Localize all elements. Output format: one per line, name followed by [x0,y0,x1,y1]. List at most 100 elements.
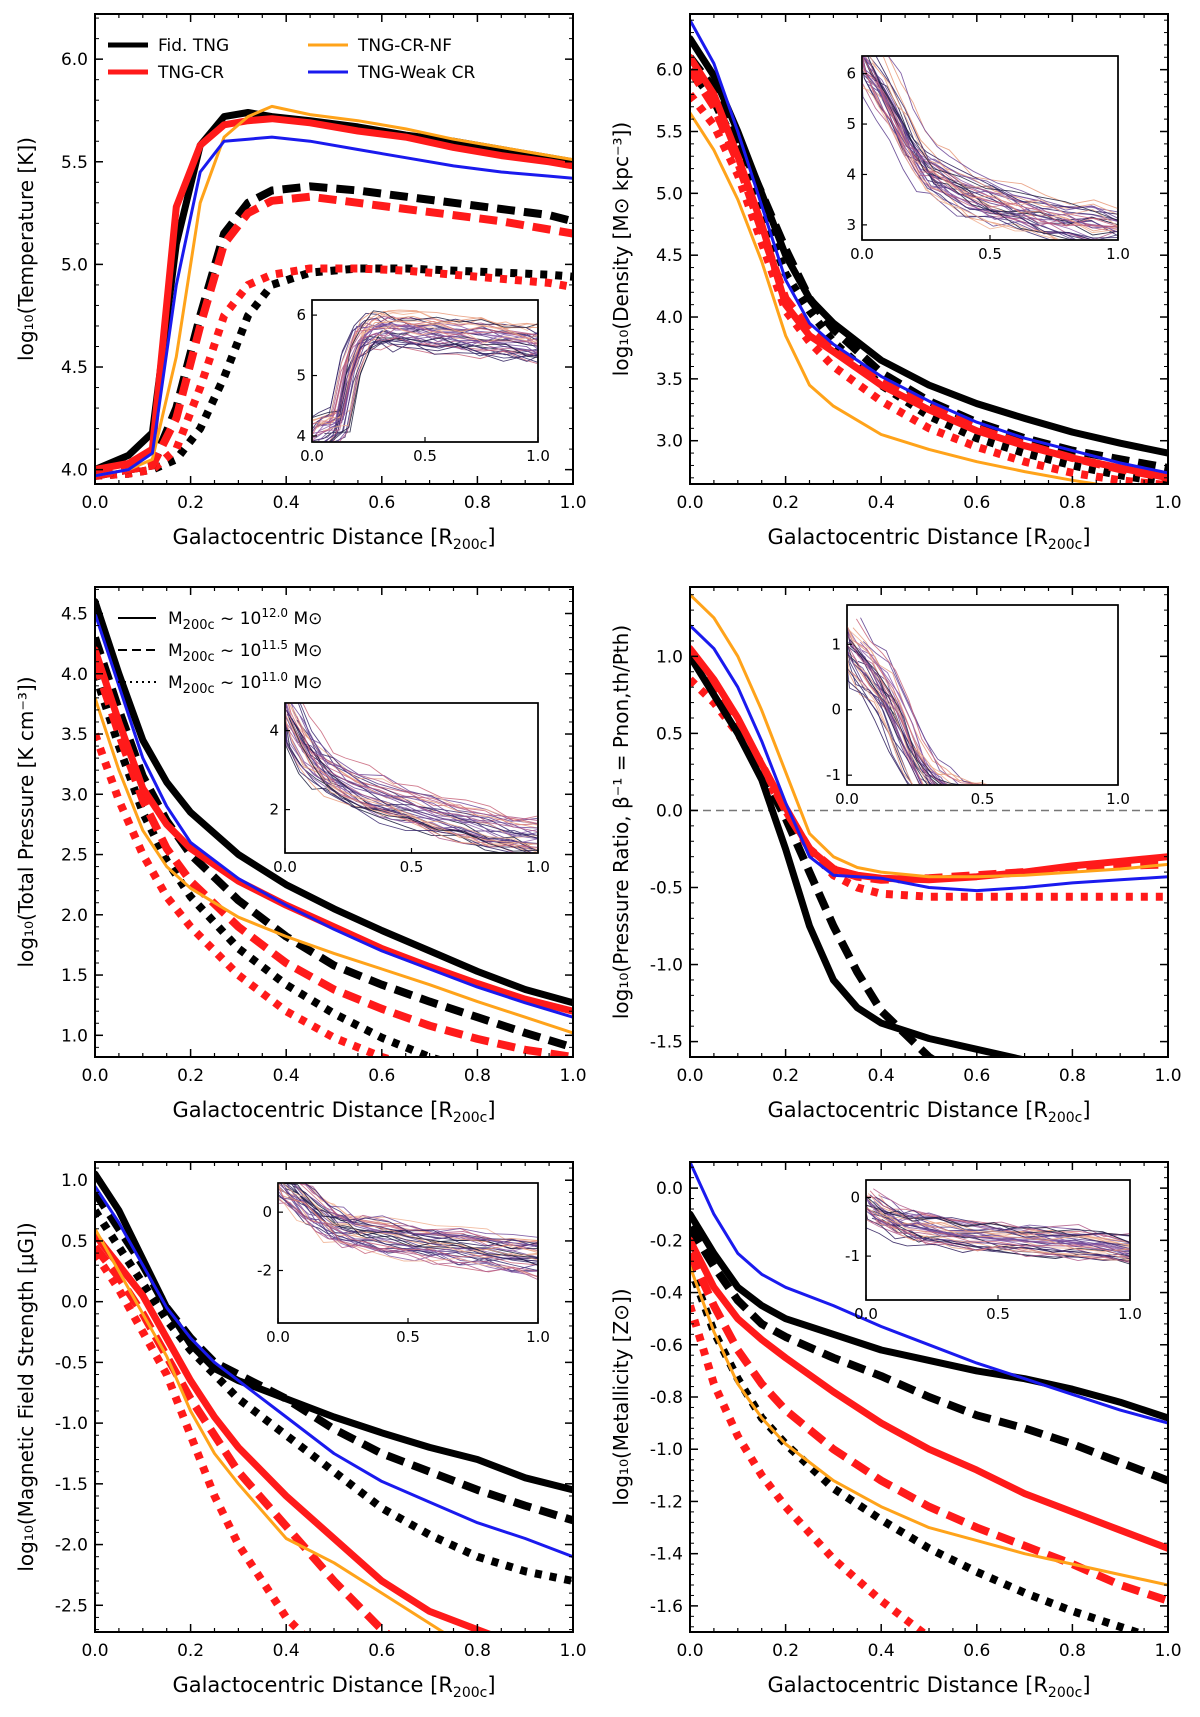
series-line-cr-11_0 [690,676,1168,901]
inset-halo-line [847,643,924,785]
inset-halo-line [278,1183,538,1261]
x-axis-label-main: Galactocentric Distance [R [172,1098,452,1122]
inset-y-tick-label: 0 [262,1203,272,1221]
legend-mass-part: ~ 10 [215,609,262,629]
series-line-fid-11_0 [690,1265,1150,1632]
x-axis-label-end: ] [487,525,495,549]
y-tick-label: 0.0 [656,1179,683,1199]
inset-lines [847,617,991,785]
inset-x-tick-label: 0.5 [413,447,437,465]
inset-pressure: 0.0 0.5 1.0 2 4 [269,702,550,876]
inset-halo-line [292,1183,538,1247]
inset-halo-line [285,723,534,853]
inset-x-tick-label: 0.0 [273,858,297,876]
legend-mass-part: M⊙ [288,673,322,693]
x-tick-label: 0.6 [368,1641,395,1661]
inset-halo-line [299,715,538,840]
inset-halo-line [864,56,1118,223]
inset-x-tick-label: 1.0 [526,447,550,465]
inset-halo-line [278,1202,538,1281]
y-axis-label: log₁₀(Pressure Ratio, β⁻¹ = Pnon,th/Pth) [609,625,633,1019]
inset-halo-line [847,642,940,785]
legend-label-fid: Fid. TNG [158,36,229,56]
x-tick-label: 0.2 [772,493,799,513]
inset-halo-line [849,639,943,785]
x-axis-label-sub: 200c [1048,537,1082,553]
inset-halo-line [288,715,538,851]
x-axis-label-main: Galactocentric Distance [R [172,525,452,549]
inset-x-tick-label: 1.0 [526,858,550,876]
series-line-fid-11_5 [95,182,573,480]
y-tick-label: 4.5 [61,358,88,378]
inset-halo-line [278,1186,538,1266]
series-line-cr-11_0 [690,91,1168,484]
inset-x-tick-label: 0.5 [986,1305,1010,1323]
inset-halo-line [288,703,538,829]
y-tick-label: 6.0 [656,61,683,81]
inset-halo-line [302,703,538,822]
y-tick-label: -1.4 [650,1545,683,1565]
series-line-weak-12_0 [690,1162,1168,1425]
inset-halo-line [285,713,538,845]
y-tick-label: 0.5 [61,1232,88,1252]
y-tick-label: 3.0 [656,432,683,452]
inset-halo-line [312,310,538,418]
inset-y-tick-label: 2 [269,801,279,819]
inset-x-tick-label: 0.0 [266,1328,290,1346]
inset-halo-line [847,657,913,785]
y-tick-label: 2.5 [61,846,88,866]
x-tick-label: 0.8 [1059,493,1086,513]
inset-halo-line [866,1219,1130,1262]
inset-halo-line [866,1204,1130,1253]
panel-pressure_ratio: 0.0 0.2 0.4 0.6 0.8 1.0 -1.5 -1.0 -0.5 0.0 0.5 1.0 G… [609,586,1182,1126]
series-line-fid-12_0 [95,598,573,1007]
inset-halo-line [303,1183,538,1248]
y-tick-label: -0.8 [650,1388,683,1408]
inset-x-tick-label: 0.0 [854,1305,878,1323]
x-tick-label: 0.2 [177,493,204,513]
inset-x-tick-label: 0.5 [400,858,424,876]
inset-x-tick-label: 0.5 [971,790,995,808]
y-tick-label: -1.0 [650,956,683,976]
x-axis-label: Galactocentric Distance [R200c] [172,1098,495,1126]
legend-mass-part: M⊙ [288,641,322,661]
inset-halo-line [860,641,944,785]
series-line-fid-12_0 [95,1170,573,1494]
y-tick-label: 5.5 [61,153,88,173]
inset-lines [278,1183,538,1281]
series-line-cr-11_5 [95,660,573,1057]
series-line-cr-11_0 [95,264,573,480]
y-tick-label: 3.5 [656,370,683,390]
inset-halo-line [284,1183,538,1259]
x-axis-label: Galactocentric Distance [R200c] [172,525,495,553]
legend-mass-label-dash: M200c ~ 1011.5 M⊙ [168,638,322,665]
x-tick-label: 0.6 [368,1066,395,1086]
inset-halo-line [873,1188,1130,1238]
inset-halo-line [278,1183,538,1254]
y-tick-label: -2.0 [55,1536,88,1556]
y-tick-label: 4.5 [656,246,683,266]
inset-halo-line [847,656,914,785]
x-axis-label-main: Galactocentric Distance [R [172,1673,452,1697]
x-tick-label: 0.4 [868,493,895,513]
inset-halo-line [850,671,921,785]
legend-mass-part: M [168,609,183,629]
y-tick-label: 5.0 [61,255,88,275]
x-axis-label: Galactocentric Distance [R200c] [172,1673,495,1701]
inset-halo-line [324,311,538,420]
x-tick-label: 0.8 [1059,1066,1086,1086]
series-line-nf-12_0 [690,111,1107,484]
y-tick-label: -1.5 [55,1475,88,1495]
inset-halo-line [328,337,538,442]
inset-halo-line [862,84,1061,240]
y-tick-label: 5.5 [656,123,683,143]
inset-halo-line [283,1183,538,1264]
y-tick-label: 1.0 [61,1171,88,1191]
y-axis-label: log₁₀(Magnetic Field Strength [μG]) [14,1222,38,1571]
x-tick-label: 0.2 [177,1066,204,1086]
legend-mass-part: 11.0 [261,670,288,684]
inset-halo-line [297,703,538,836]
inset-y-tick-label: 4 [296,427,306,445]
y-tick-label: 1.5 [61,966,88,986]
